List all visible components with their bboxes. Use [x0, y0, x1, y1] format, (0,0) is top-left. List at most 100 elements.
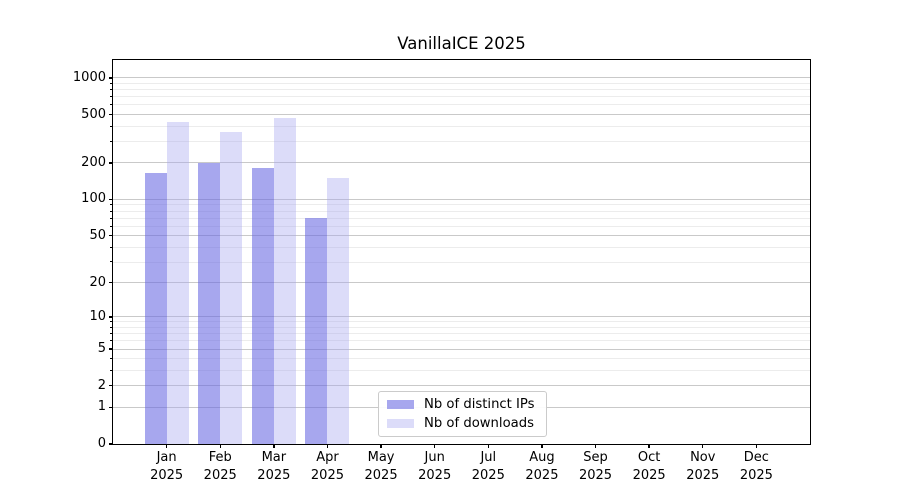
- y-tick: [108, 234, 113, 237]
- x-tick: [273, 444, 275, 448]
- y-tick-label: 1000: [72, 69, 106, 85]
- x-tick-label-jul: Jul 2025: [471, 450, 505, 483]
- minor-gridline: [113, 261, 810, 263]
- minor-gridline: [113, 358, 810, 360]
- y-tick: [108, 281, 113, 284]
- y-tick-label: 200: [81, 154, 106, 170]
- x-tick-label-aug: Aug 2025: [525, 450, 559, 483]
- major-gridline: [113, 235, 810, 237]
- minor-gridline: [113, 333, 810, 335]
- y-minor-tick: [110, 327, 113, 329]
- y-tick: [108, 385, 113, 387]
- major-gridline: [113, 162, 810, 164]
- y-tick: [108, 77, 113, 79]
- minor-gridline: [113, 327, 810, 329]
- y-tick-label: 10: [89, 308, 106, 324]
- y-tick-label: 2: [97, 377, 106, 393]
- y-tick-label: 0: [97, 436, 106, 451]
- bar-mar-downloads: [273, 118, 296, 444]
- x-tick: [648, 444, 650, 448]
- y-tick-label: 1: [97, 399, 106, 415]
- major-gridline: [113, 282, 810, 284]
- x-tick-label-jan: Jan 2025: [150, 450, 184, 483]
- y-tick-label: 50: [89, 227, 106, 243]
- y-minor-tick: [110, 261, 113, 263]
- y-minor-tick: [110, 358, 113, 360]
- minor-gridline: [113, 210, 810, 212]
- downloads-swatch-icon: [387, 419, 414, 428]
- distinct-ips-swatch-icon: [387, 400, 414, 409]
- x-tick-label-sep: Sep 2025: [578, 450, 613, 483]
- y-minor-tick: [110, 225, 113, 227]
- y-minor-tick: [110, 96, 113, 98]
- x-tick: [755, 444, 758, 448]
- minor-gridline: [113, 225, 810, 227]
- y-tick: [108, 162, 113, 164]
- y-tick-label: 500: [81, 106, 106, 122]
- minor-gridline: [113, 217, 810, 219]
- y-minor-tick: [110, 333, 113, 335]
- legend-label: Nb of downloads: [424, 416, 534, 431]
- x-tick-label-dec: Dec 2025: [739, 450, 773, 483]
- x-tick-label-feb: Feb 2025: [203, 450, 237, 483]
- major-gridline: [113, 316, 810, 318]
- y-tick-label: 20: [89, 274, 106, 290]
- major-gridline: [113, 114, 810, 116]
- major-gridline: [113, 385, 810, 387]
- y-tick: [108, 198, 113, 201]
- minor-gridline: [113, 82, 810, 84]
- major-gridline: [113, 77, 810, 79]
- plot-area: [113, 60, 810, 444]
- y-minor-tick: [110, 89, 113, 91]
- bar-apr-distinct-ips: [305, 218, 328, 444]
- y-tick-label: 5: [97, 341, 106, 357]
- x-tick-label-nov: Nov 2025: [686, 450, 720, 483]
- x-tick-label-jun: Jun 2025: [418, 450, 452, 483]
- minor-gridline: [113, 104, 810, 106]
- minor-gridline: [113, 321, 810, 323]
- y-tick: [108, 406, 113, 408]
- x-tick: [326, 444, 329, 448]
- bar-feb-distinct-ips: [198, 162, 221, 444]
- y-minor-tick: [110, 210, 113, 212]
- y-minor-tick: [110, 104, 113, 106]
- minor-gridline: [113, 96, 810, 98]
- y-tick: [108, 113, 113, 116]
- major-gridline: [113, 198, 810, 200]
- bar-feb-downloads: [220, 131, 243, 444]
- x-tick: [380, 444, 382, 448]
- y-tick: [108, 348, 113, 350]
- legend-label: Nb of distinct IPs: [424, 397, 535, 412]
- y-tick-label: 100: [81, 191, 106, 207]
- x-tick: [165, 444, 168, 448]
- minor-gridline: [113, 141, 810, 143]
- minor-gridline: [113, 246, 810, 248]
- minor-gridline: [113, 370, 810, 372]
- y-minor-tick: [110, 82, 113, 84]
- x-tick: [433, 444, 436, 448]
- y-minor-tick: [110, 217, 113, 219]
- y-minor-tick: [110, 370, 113, 372]
- bar-jan-distinct-ips: [144, 173, 167, 444]
- minor-gridline: [113, 204, 810, 206]
- legend-item-distinct-ips: Nb of distinct IPs: [387, 397, 538, 412]
- major-gridline: [113, 348, 810, 350]
- x-tick-label-may: May 2025: [364, 450, 398, 483]
- x-tick: [594, 444, 597, 448]
- x-tick: [702, 444, 704, 448]
- bar-jan-downloads: [166, 121, 189, 444]
- minor-gridline: [113, 340, 810, 342]
- y-minor-tick: [110, 246, 113, 248]
- legend-item-downloads: Nb of downloads: [387, 416, 538, 431]
- y-tick: [108, 316, 113, 318]
- x-tick-label-mar: Mar 2025: [257, 450, 291, 483]
- y-minor-tick: [110, 125, 113, 127]
- legend: Nb of distinct IPs Nb of downloads: [378, 391, 547, 437]
- y-minor-tick: [110, 204, 113, 206]
- bar-apr-downloads: [327, 178, 350, 444]
- bar-mar-distinct-ips: [251, 168, 274, 444]
- y-tick: [108, 443, 113, 445]
- x-tick: [541, 444, 543, 448]
- y-minor-tick: [110, 141, 113, 142]
